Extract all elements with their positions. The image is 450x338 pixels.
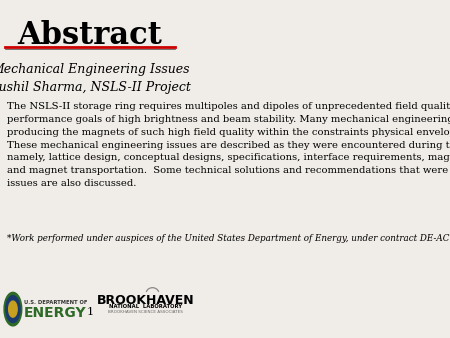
Text: *Work performed under auspices of the United States Department of Energy, under : *Work performed under auspices of the Un… — [7, 234, 450, 243]
Text: Mechanical Engineering Issues: Mechanical Engineering Issues — [0, 64, 189, 76]
Circle shape — [6, 296, 20, 322]
Circle shape — [4, 292, 22, 326]
Text: BROOKHAVEN: BROOKHAVEN — [97, 294, 194, 307]
Text: ENERGY: ENERGY — [23, 306, 86, 320]
Text: U.S. DEPARTMENT OF: U.S. DEPARTMENT OF — [24, 300, 88, 305]
Text: Sushil Sharma, NSLS-II Project: Sushil Sharma, NSLS-II Project — [0, 81, 190, 94]
Text: NATIONAL  LABORATORY: NATIONAL LABORATORY — [109, 304, 182, 309]
Text: 1: 1 — [86, 308, 94, 317]
Text: BROOKHAVEN SCIENCE ASSOCIATES: BROOKHAVEN SCIENCE ASSOCIATES — [108, 311, 183, 314]
Text: The NSLS-II storage ring requires multipoles and dipoles of unprecedented field : The NSLS-II storage ring requires multip… — [7, 102, 450, 188]
Text: Abstract: Abstract — [18, 20, 162, 51]
Circle shape — [9, 301, 17, 317]
